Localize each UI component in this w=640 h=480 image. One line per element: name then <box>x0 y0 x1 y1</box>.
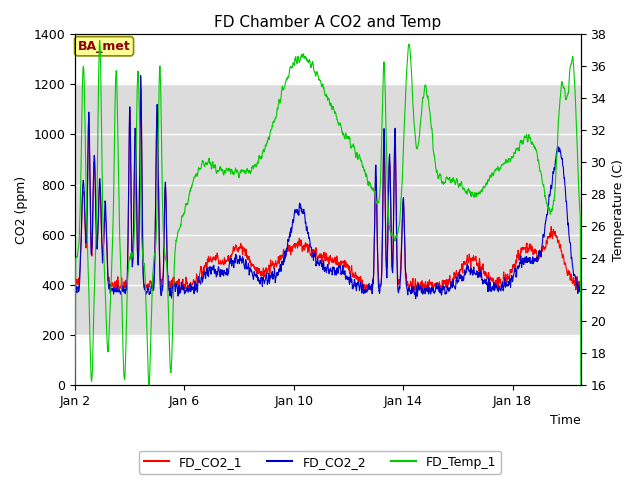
Y-axis label: CO2 (ppm): CO2 (ppm) <box>15 176 28 244</box>
X-axis label: Time: Time <box>550 414 581 427</box>
Text: BA_met: BA_met <box>77 40 131 53</box>
Legend: FD_CO2_1, FD_CO2_2, FD_Temp_1: FD_CO2_1, FD_CO2_2, FD_Temp_1 <box>139 451 501 474</box>
Bar <box>75 84 581 335</box>
Title: FD Chamber A CO2 and Temp: FD Chamber A CO2 and Temp <box>214 15 442 30</box>
Y-axis label: Temperature (C): Temperature (C) <box>612 159 625 261</box>
